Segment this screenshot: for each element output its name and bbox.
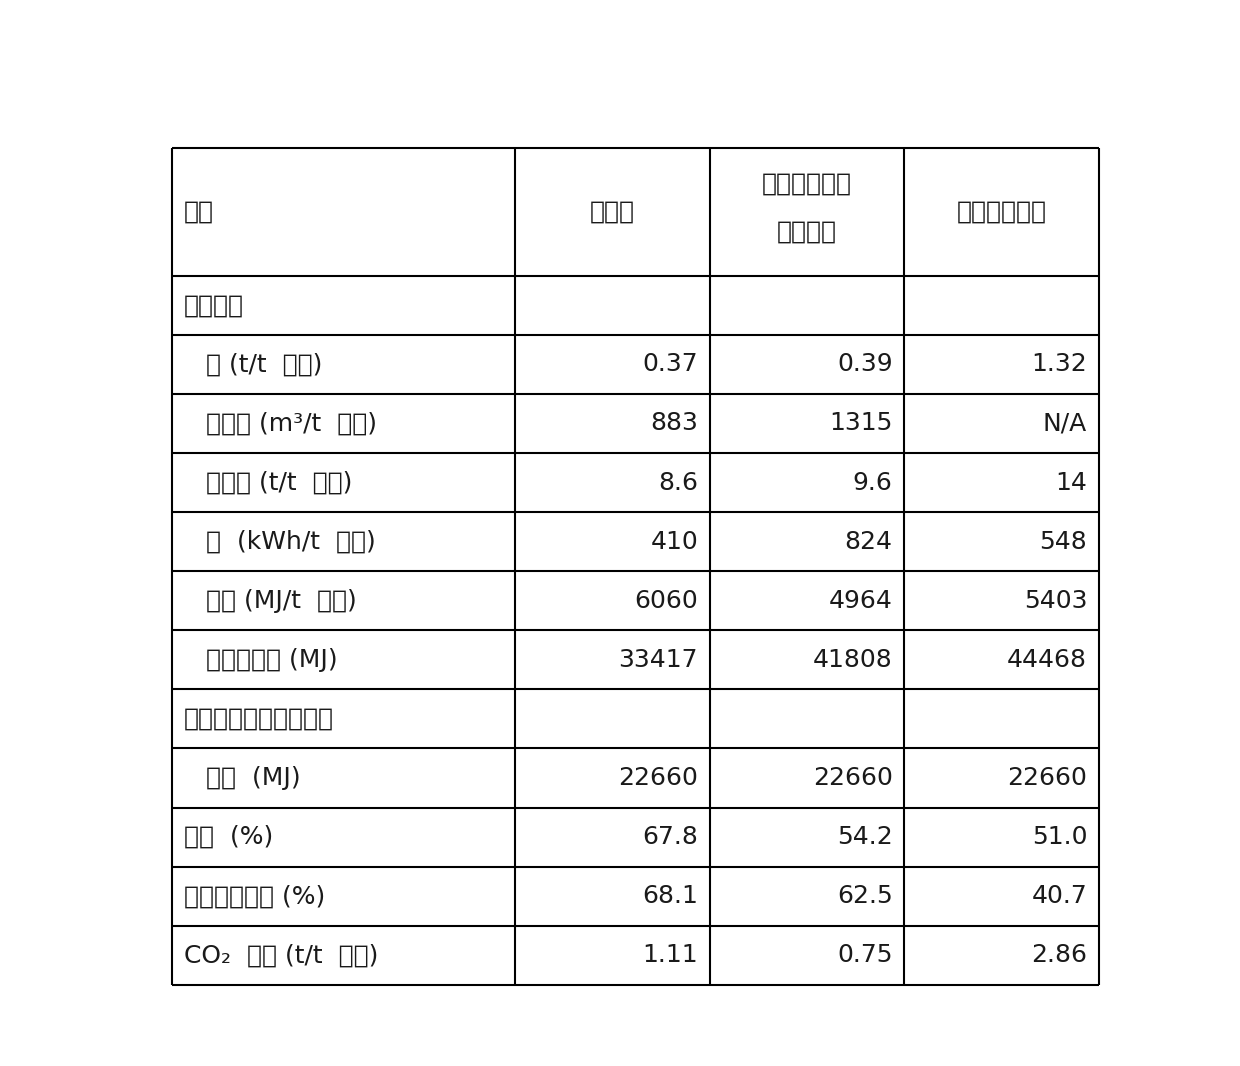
Text: 蒸汽 (MJ/t  甲醇): 蒸汽 (MJ/t 甲醇)	[206, 588, 357, 613]
Text: 1.11: 1.11	[642, 943, 698, 967]
Text: 40.7: 40.7	[1032, 884, 1087, 908]
Text: 6060: 6060	[635, 588, 698, 613]
Text: 焦炉气 (m³/t  甲醇): 焦炉气 (m³/t 甲醇)	[206, 411, 377, 435]
Text: 22660: 22660	[619, 766, 698, 790]
Text: 22660: 22660	[812, 766, 893, 790]
Text: 供制甲醇: 供制甲醇	[777, 220, 837, 243]
Text: 实施例: 实施例	[590, 200, 635, 224]
Text: 824: 824	[844, 530, 893, 553]
Text: 甲醇  (MJ): 甲醇 (MJ)	[206, 766, 300, 790]
Text: 2.86: 2.86	[1032, 943, 1087, 967]
Text: 1.32: 1.32	[1032, 353, 1087, 376]
Text: 410: 410	[650, 530, 698, 553]
Text: 能效  (%): 能效 (%)	[184, 825, 273, 850]
Text: 54.2: 54.2	[837, 825, 893, 850]
Text: 总能量输入 (MJ): 总能量输入 (MJ)	[206, 648, 337, 672]
Text: 51.0: 51.0	[1032, 825, 1087, 850]
Text: 44468: 44468	[1007, 648, 1087, 672]
Text: CO₂  排放 (t/t  甲醇): CO₂ 排放 (t/t 甲醇)	[184, 943, 378, 967]
Text: 原料消耗: 原料消耗	[184, 293, 244, 318]
Text: 22660: 22660	[1007, 766, 1087, 790]
Text: 1315: 1315	[830, 411, 893, 435]
Text: 产品能量输出（折标）: 产品能量输出（折标）	[184, 707, 334, 731]
Text: 8.6: 8.6	[658, 470, 698, 495]
Text: 62.5: 62.5	[837, 884, 893, 908]
Text: 14: 14	[1055, 470, 1087, 495]
Text: 548: 548	[1039, 530, 1087, 553]
Text: 电  (kWh/t  甲醇): 电 (kWh/t 甲醇)	[206, 530, 376, 553]
Text: 33417: 33417	[619, 648, 698, 672]
Text: 燤和焦炉气联: 燤和焦炉气联	[761, 172, 852, 196]
Text: 68.1: 68.1	[642, 884, 698, 908]
Text: 碳元素利用率 (%): 碳元素利用率 (%)	[184, 884, 325, 908]
Text: 41808: 41808	[813, 648, 893, 672]
Text: N/A: N/A	[1043, 411, 1087, 435]
Text: 9.6: 9.6	[853, 470, 893, 495]
Text: 67.8: 67.8	[642, 825, 698, 850]
Text: 883: 883	[650, 411, 698, 435]
Text: 项目: 项目	[184, 200, 213, 224]
Text: 5403: 5403	[1024, 588, 1087, 613]
Text: 0.37: 0.37	[642, 353, 698, 376]
Text: 燤单独制甲醇: 燤单独制甲醇	[956, 200, 1047, 224]
Text: 0.75: 0.75	[837, 943, 893, 967]
Text: 4964: 4964	[828, 588, 893, 613]
Text: 0.39: 0.39	[837, 353, 893, 376]
Text: 新鲜水 (t/t  甲醇): 新鲜水 (t/t 甲醇)	[206, 470, 352, 495]
Text: 燤 (t/t  甲醇): 燤 (t/t 甲醇)	[206, 353, 322, 376]
